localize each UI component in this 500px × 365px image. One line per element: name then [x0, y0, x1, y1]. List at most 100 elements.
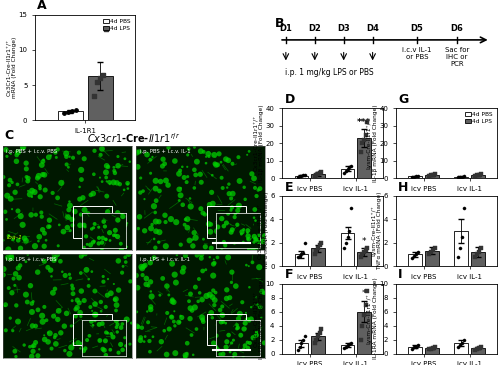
- Point: [140, 339, 148, 345]
- Point: [220, 339, 228, 345]
- Point: [198, 255, 205, 261]
- Point: [76, 184, 84, 190]
- Bar: [357, 252, 371, 266]
- Point: [124, 186, 132, 192]
- Point: [77, 167, 85, 173]
- Point: [62, 311, 70, 316]
- Point: [256, 186, 264, 192]
- Point: [8, 206, 16, 212]
- Point: [175, 197, 183, 203]
- Point: [170, 299, 177, 305]
- Point: [252, 332, 260, 338]
- Point: [112, 232, 120, 238]
- Point: [345, 164, 353, 170]
- Point: [198, 179, 205, 185]
- Point: [54, 243, 62, 249]
- Point: [102, 338, 110, 344]
- Point: [104, 330, 112, 336]
- Text: H: H: [398, 181, 408, 194]
- Bar: [294, 254, 308, 266]
- Point: [182, 216, 190, 222]
- Point: [408, 255, 416, 261]
- Point: [66, 351, 74, 357]
- Point: [36, 186, 44, 192]
- Point: [214, 220, 222, 226]
- Point: [228, 280, 235, 285]
- Bar: [357, 312, 371, 354]
- Point: [5, 182, 13, 188]
- Point: [76, 310, 84, 316]
- Point: [134, 164, 141, 170]
- Point: [106, 179, 114, 185]
- Point: [210, 288, 218, 293]
- Point: [148, 222, 156, 227]
- Point: [250, 234, 258, 239]
- Point: [28, 323, 36, 329]
- Point: [146, 157, 154, 162]
- Point: [408, 346, 416, 351]
- Point: [143, 308, 151, 314]
- Point: [177, 242, 185, 247]
- Point: [414, 249, 422, 255]
- Point: [40, 337, 48, 342]
- Point: [39, 158, 47, 164]
- Point: [244, 345, 252, 351]
- Point: [316, 330, 324, 335]
- Point: [475, 249, 483, 255]
- Point: [168, 314, 175, 319]
- Point: [126, 159, 134, 165]
- Point: [311, 340, 319, 346]
- Point: [24, 188, 32, 194]
- Point: [91, 312, 99, 318]
- Point: [132, 273, 140, 278]
- Point: [214, 346, 222, 352]
- Point: [162, 178, 170, 184]
- Point: [134, 285, 141, 291]
- Point: [362, 301, 370, 307]
- Point: [132, 150, 140, 155]
- Point: [80, 207, 88, 213]
- Point: [224, 211, 232, 216]
- Point: [91, 301, 99, 307]
- Point: [90, 171, 98, 177]
- Point: [119, 264, 127, 269]
- Point: [364, 119, 372, 125]
- Point: [218, 185, 226, 191]
- Point: [44, 330, 52, 335]
- Point: [98, 239, 106, 245]
- Point: [54, 316, 62, 322]
- Point: [96, 152, 104, 158]
- Point: [175, 187, 183, 192]
- Point: [170, 319, 178, 324]
- Point: [8, 290, 16, 296]
- Point: [118, 233, 126, 238]
- Point: [223, 185, 231, 191]
- Point: [92, 311, 100, 317]
- Point: [160, 328, 168, 334]
- Point: [98, 238, 106, 244]
- Point: [50, 257, 58, 263]
- Point: [245, 318, 253, 323]
- Point: [83, 337, 91, 343]
- Text: i.p. LPS + i.c.v. PBS: i.p. LPS + i.c.v. PBS: [6, 257, 57, 262]
- Point: [20, 144, 28, 150]
- Point: [178, 202, 186, 208]
- Point: [240, 227, 248, 233]
- Point: [424, 251, 432, 257]
- Point: [238, 231, 246, 237]
- Point: [229, 325, 237, 331]
- Point: [142, 281, 150, 287]
- Point: [60, 323, 68, 329]
- Point: [185, 298, 193, 304]
- Point: [234, 325, 242, 331]
- Point: [94, 323, 102, 329]
- Point: [12, 303, 20, 308]
- Point: [112, 227, 120, 233]
- Point: [212, 238, 220, 244]
- Point: [74, 340, 82, 346]
- Point: [205, 221, 213, 227]
- Point: [250, 340, 258, 346]
- Point: [62, 154, 70, 160]
- Point: [78, 177, 86, 182]
- Point: [109, 334, 117, 340]
